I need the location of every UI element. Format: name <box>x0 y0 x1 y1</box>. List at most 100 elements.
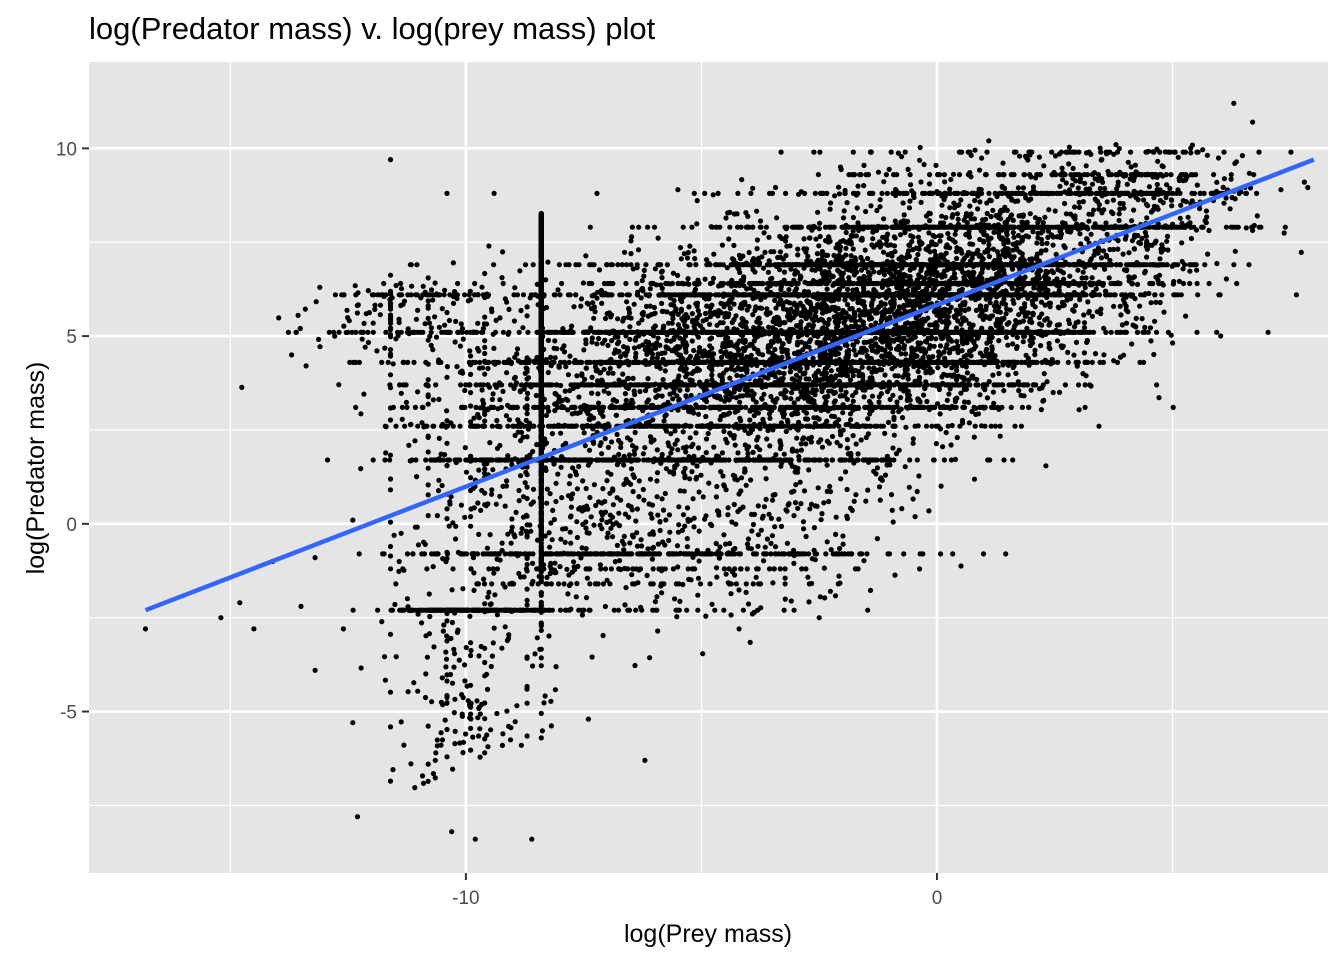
data-point <box>659 275 665 281</box>
data-point <box>874 207 880 214</box>
data-point <box>761 230 767 236</box>
data-point <box>819 371 825 377</box>
data-point <box>684 255 691 261</box>
data-point <box>738 224 744 230</box>
data-point <box>798 441 804 447</box>
data-point <box>918 179 924 185</box>
data-point <box>911 194 917 201</box>
data-point <box>815 485 821 491</box>
data-point <box>932 234 938 240</box>
data-point <box>933 441 940 447</box>
data-point <box>811 389 817 395</box>
data-point <box>798 447 805 453</box>
data-point <box>1018 423 1024 429</box>
data-point <box>947 386 953 392</box>
data-point <box>857 349 863 355</box>
data-point <box>869 393 876 399</box>
data-point <box>718 469 724 475</box>
data-point <box>703 413 709 420</box>
data-point <box>824 418 830 424</box>
data-point <box>917 144 923 151</box>
data-point <box>1061 276 1067 282</box>
data-point <box>853 441 859 447</box>
data-point <box>777 233 783 240</box>
data-point <box>801 236 807 242</box>
data-point <box>767 190 773 196</box>
data-point <box>961 399 968 405</box>
data-point <box>823 370 830 376</box>
data-point <box>943 250 949 256</box>
data-point <box>846 172 852 178</box>
data-point <box>755 503 761 509</box>
data-point <box>1089 181 1096 187</box>
data-point <box>888 149 894 155</box>
data-point <box>902 149 908 155</box>
data-point <box>885 252 891 258</box>
data-point <box>964 370 971 376</box>
data-point <box>943 429 949 436</box>
data-point <box>831 252 837 259</box>
data-point <box>750 185 756 191</box>
data-point <box>857 172 863 178</box>
data-point <box>842 187 848 194</box>
data-point <box>853 192 860 198</box>
data-point <box>680 429 686 435</box>
data-point <box>818 423 824 429</box>
data-point <box>828 200 834 206</box>
data-point <box>691 190 697 196</box>
data-point <box>927 172 933 178</box>
data-point <box>843 229 849 236</box>
data-point <box>1020 339 1026 345</box>
data-point <box>851 347 857 353</box>
data-point <box>844 301 851 308</box>
data-point <box>812 267 818 273</box>
data-point <box>887 314 893 320</box>
data-point <box>904 298 910 304</box>
data-point <box>837 247 843 254</box>
data-point <box>921 392 927 398</box>
data-point <box>915 251 921 258</box>
data-point <box>882 472 889 478</box>
data-point <box>873 335 879 341</box>
data-point <box>754 444 760 450</box>
data-point <box>1081 350 1087 356</box>
data-point <box>944 397 950 403</box>
data-point <box>853 492 859 498</box>
data-point <box>896 343 902 349</box>
data-point <box>792 469 798 475</box>
data-point <box>788 266 794 272</box>
data-point <box>817 266 823 272</box>
data-point <box>881 179 887 185</box>
data-point <box>853 318 859 324</box>
data-point <box>734 372 740 379</box>
data-point <box>961 375 967 381</box>
data-point <box>813 406 819 412</box>
data-point <box>850 433 856 439</box>
data-point <box>761 391 767 397</box>
data-point <box>1044 240 1050 246</box>
data-point <box>865 431 872 437</box>
data-point <box>959 417 966 423</box>
data-point <box>766 324 772 330</box>
data-point <box>956 149 963 155</box>
data-point <box>897 232 904 238</box>
data-point <box>1015 198 1021 204</box>
data-point <box>880 249 887 255</box>
data-point <box>996 172 1002 178</box>
data-point <box>887 462 893 468</box>
data-point <box>1108 329 1114 335</box>
data-point <box>937 343 944 349</box>
data-point <box>661 418 667 424</box>
data-point <box>968 216 974 222</box>
data-point <box>786 287 792 293</box>
data-point <box>802 190 808 196</box>
data-point <box>685 249 691 256</box>
data-point <box>791 300 797 306</box>
data-point <box>992 423 999 429</box>
data-point <box>1019 219 1025 225</box>
plot-panel <box>89 62 1328 873</box>
data-point <box>1031 382 1037 388</box>
data-point <box>1019 404 1025 410</box>
data-point <box>824 462 830 468</box>
data-point <box>826 316 832 323</box>
